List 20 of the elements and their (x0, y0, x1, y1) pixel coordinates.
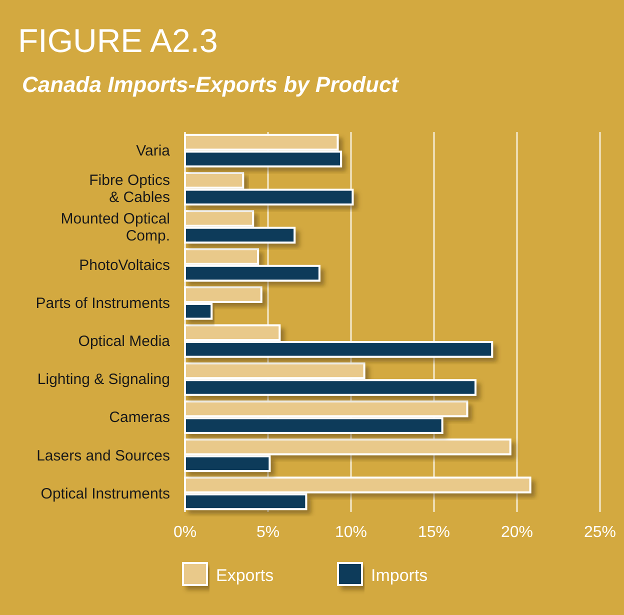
x-tick-label: 20% (500, 524, 534, 541)
x-tick-label: 5% (256, 524, 280, 541)
chart-title: FIGURE A2.3 (18, 22, 218, 59)
legend-label: Imports (371, 566, 428, 585)
y-tick-label: Cameras (109, 409, 170, 426)
x-tick-label: 0% (173, 524, 197, 541)
legend-label: Exports (216, 566, 274, 585)
x-tick-label: 25% (584, 524, 616, 541)
x-tick-label: 10% (334, 524, 368, 541)
y-tick-label: Mounted Optical Comp. (60, 210, 170, 244)
y-tick-label: Fibre Optics & Cables (89, 172, 170, 206)
chart-subtitle: Canada Imports-Exports by Product (22, 72, 400, 97)
y-tick-label: Varia (136, 142, 171, 160)
y-tick-label: PhotoVoltaics (79, 256, 170, 274)
y-tick-label: Parts of Instruments (36, 294, 170, 312)
y-tick-label: Optical Media (78, 333, 171, 350)
y-tick-label: Lasers and Sources (36, 447, 170, 464)
x-tick-label: 15% (418, 524, 450, 541)
y-tick-label: Optical Instruments (40, 485, 170, 502)
y-tick-label: Lighting & Signaling (37, 371, 170, 388)
